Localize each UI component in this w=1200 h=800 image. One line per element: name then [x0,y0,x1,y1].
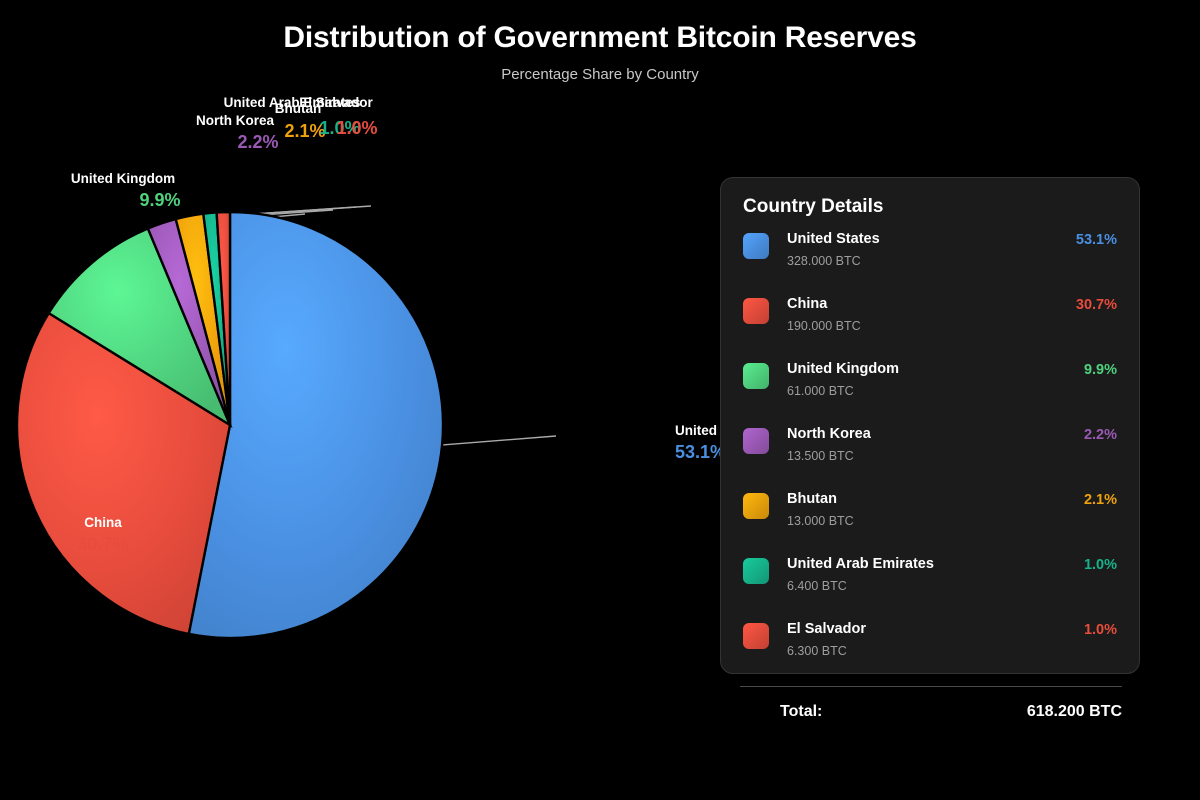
legend-color-swatch-el-salvador [743,623,769,649]
legend-row-united-arab-emirates[interactable]: United Arab Emirates 6.400 BTC 1.0% [743,556,1117,621]
legend-color-swatch-united-arab-emirates [743,558,769,584]
legend-amount-bhutan: 13.000 BTC [787,513,854,528]
legend-amount-united-arab-emirates: 6.400 BTC [787,578,847,593]
legend-color-swatch-united-kingdom [743,363,769,389]
legend-percent-north-korea: 2.2% [1083,427,1117,443]
legend-country-name-china: China [787,296,828,312]
legend-amount-el-salvador: 6.300 BTC [787,643,847,658]
legend-percent-bhutan: 2.1% [1083,492,1117,508]
legend-row-china[interactable]: China 190.000 BTC 30.7% [743,296,1117,361]
pie-slice-united-kingdom[interactable] [47,226,233,428]
legend-row-united-kingdom[interactable]: United Kingdom 61.000 BTC 9.9% [743,361,1117,426]
legend-country-name-united-kingdom: United Kingdom [787,361,899,377]
pie-slices-group [15,210,445,640]
legend-list: United States 328.000 BTC 53.1% China 190.00… [743,231,1117,686]
legend-row-united-states[interactable]: United States 328.000 BTC 53.1% [743,231,1117,296]
pie-callout-labels-group: United States 53.1% China 30.7% United Kingd… [71,95,720,554]
legend-amount-china: 190.000 BTC [787,318,861,333]
leader-line-united-states [437,435,557,446]
legend-percent-united-arab-emirates: 1.0% [1083,557,1117,573]
pie-label-percent-united-arab-emirates: 1.0% [319,118,360,138]
legend-row-el-salvador[interactable]: El Salvador 6.300 BTC 1.0% [743,621,1117,686]
pie-label-name-united-states: United States [675,423,720,438]
pie-label-name-united-kingdom: United Kingdom [71,171,175,186]
legend-percent-china: 30.7% [1075,297,1117,313]
pie-label-name-north-korea: North Korea [196,113,274,128]
legend-amount-north-korea: 13.500 BTC [787,448,854,463]
legend-percent-united-kingdom: 9.9% [1083,362,1117,378]
legend-percent-united-states: 53.1% [1075,232,1117,248]
pie-label-percent-el-salvador: 1.0% [336,118,377,138]
pie-slice-el-salvador[interactable] [215,210,232,426]
legend-percent-el-salvador: 1.0% [1083,622,1117,638]
legend-color-swatch-bhutan [743,493,769,519]
pie-label-percent-united-kingdom: 9.9% [139,190,180,210]
pie-label-percent-china: 30.7% [77,534,128,554]
legend-country-name-north-korea: North Korea [787,426,871,442]
legend-amount-united-kingdom: 61.000 BTC [787,383,854,398]
total-label: Total: [780,703,823,720]
legend-row-north-korea[interactable]: North Korea 13.500 BTC 2.2% [743,426,1117,491]
pie-label-percent-bhutan: 2.1% [284,121,325,141]
pie-label-percent-north-korea: 2.2% [237,132,278,152]
total-value: 618.200 BTC [1026,703,1122,720]
legend-color-swatch-china [743,298,769,324]
legend-country-name-el-salvador: El Salvador [787,621,866,637]
legend-color-swatch-united-states [743,233,769,259]
pie-label-name-el-salvador: El Salvador [299,95,373,110]
legend-country-name-united-arab-emirates: United Arab Emirates [787,556,934,572]
pie-label-name-bhutan: Bhutan [275,101,322,116]
legend-amount-united-states: 328.000 BTC [787,253,861,268]
pie-label-percent-united-states: 53.1% [675,442,720,462]
pie-chart-svg: United States 53.1% China 30.7% United Kingd… [15,95,720,640]
total-row: Total: 618.200 BTC [740,687,1122,721]
pie-label-name-united-arab-emirates: United Arab Emirates [224,95,361,110]
page-subtitle: Percentage Share by Country [501,66,699,83]
pie-chart-area: United States 53.1% China 30.7% United Kingd… [0,80,720,800]
pie-label-name-china: China [84,515,122,530]
legend-country-name-bhutan: Bhutan [787,491,837,507]
total-divider [740,686,1122,687]
legend-country-name-united-states: United States [787,231,880,247]
legend-color-swatch-north-korea [743,428,769,454]
total-section: Total: 618.200 BTC [740,686,1122,721]
chart-header: Distribution of Government Bitcoin Reser… [0,0,1200,83]
page-title: Distribution of Government Bitcoin Reser… [283,21,917,54]
country-details-panel: Country Details United States 328.000 BTC… [720,177,1140,674]
panel-title: Country Details [743,196,884,217]
pie-slice-united-states[interactable] [187,210,445,640]
legend-row-bhutan[interactable]: Bhutan 13.000 BTC 2.1% [743,491,1117,556]
